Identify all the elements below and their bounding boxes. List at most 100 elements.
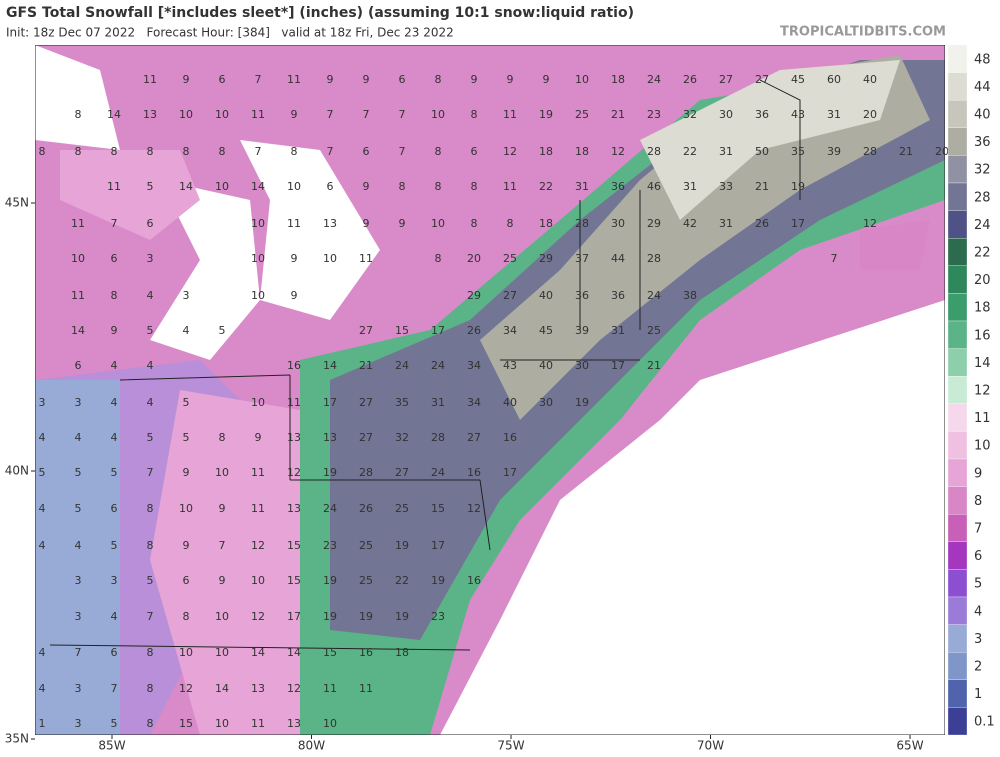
station-value: 18	[575, 145, 589, 158]
station-value: 21	[611, 108, 625, 121]
colorbar-swatch	[947, 624, 968, 653]
station-value: 28	[863, 145, 877, 158]
station-value: 15	[431, 502, 445, 515]
colorbar-swatch	[947, 72, 968, 101]
station-value: 22	[683, 145, 697, 158]
station-value: 4	[39, 431, 46, 444]
station-value: 32	[683, 108, 697, 121]
station-value: 8	[507, 217, 514, 230]
station-value: 9	[507, 73, 514, 86]
station-value: 13	[143, 108, 157, 121]
station-value: 9	[291, 252, 298, 265]
station-value: 15	[179, 717, 193, 730]
station-value: 8	[147, 502, 154, 515]
station-value: 6	[219, 73, 226, 86]
station-value: 7	[111, 682, 118, 695]
colorbar-label: 16	[974, 328, 991, 343]
colorbar-label: 9	[974, 466, 982, 481]
station-value: 8	[147, 539, 154, 552]
station-value: 28	[575, 217, 589, 230]
station-value: 6	[111, 646, 118, 659]
station-value: 9	[291, 108, 298, 121]
station-value: 11	[503, 180, 517, 193]
lat-label: 40N	[5, 464, 29, 478]
station-value: 10	[215, 108, 229, 121]
station-value: 8	[219, 145, 226, 158]
station-value: 10	[215, 610, 229, 623]
station-value: 12	[251, 539, 265, 552]
station-value: 9	[219, 574, 226, 587]
station-value: 24	[431, 359, 445, 372]
lon-label: 75W	[497, 739, 524, 753]
station-value: 28	[431, 431, 445, 444]
station-value: 30	[575, 359, 589, 372]
station-value: 6	[471, 145, 478, 158]
station-value: 11	[359, 682, 373, 695]
colorbar: 4844403632282422201816141211109876543210…	[947, 44, 995, 736]
station-value: 6	[363, 145, 370, 158]
station-value: 11	[143, 73, 157, 86]
station-value: 19	[323, 610, 337, 623]
station-value: 36	[611, 289, 625, 302]
station-value: 40	[539, 359, 553, 372]
station-value: 3	[147, 252, 154, 265]
station-value: 14	[215, 682, 229, 695]
station-value: 6	[111, 252, 118, 265]
station-value: 5	[183, 396, 190, 409]
colorbar-label: 10	[974, 439, 991, 454]
station-value: 25	[359, 574, 373, 587]
station-value: 9	[399, 217, 406, 230]
station-value: 19	[539, 108, 553, 121]
colorbar-swatch	[947, 679, 968, 708]
station-value: 15	[395, 324, 409, 337]
station-value: 9	[543, 73, 550, 86]
colorbar-label: 12	[974, 384, 991, 399]
station-value: 11	[71, 217, 85, 230]
station-value: 30	[611, 217, 625, 230]
colorbar-label: 24	[974, 218, 991, 233]
station-value: 10	[179, 108, 193, 121]
station-value: 5	[219, 324, 226, 337]
station-value: 42	[683, 217, 697, 230]
station-value: 5	[39, 466, 46, 479]
station-value: 5	[147, 180, 154, 193]
station-value: 4	[147, 289, 154, 302]
station-value: 10	[215, 646, 229, 659]
station-value: 8	[471, 108, 478, 121]
station-value: 11	[503, 108, 517, 121]
station-value: 16	[287, 359, 301, 372]
station-value: 32	[395, 431, 409, 444]
station-value: 8	[147, 646, 154, 659]
station-value: 14	[251, 180, 265, 193]
station-value: 4	[39, 502, 46, 515]
colorbar-swatch	[947, 458, 968, 487]
station-value: 6	[111, 502, 118, 515]
station-value: 40	[503, 396, 517, 409]
colorbar-label: 22	[974, 246, 991, 261]
colorbar-swatch	[947, 238, 968, 266]
station-value: 10	[179, 502, 193, 515]
station-value: 4	[75, 431, 82, 444]
station-value: 10	[215, 717, 229, 730]
station-value: 10	[251, 252, 265, 265]
station-value: 8	[435, 73, 442, 86]
station-value: 31	[431, 396, 445, 409]
station-value: 31	[719, 145, 733, 158]
station-value: 33	[719, 180, 733, 193]
station-value: 29	[647, 217, 661, 230]
colorbar-swatch	[947, 596, 968, 625]
station-value: 36	[611, 180, 625, 193]
station-value: 8	[435, 252, 442, 265]
station-value: 29	[467, 289, 481, 302]
station-value: 5	[111, 539, 118, 552]
station-value: 8	[183, 145, 190, 158]
station-value: 8	[219, 431, 226, 444]
colorbar-label: 8	[974, 494, 982, 509]
station-value: 12	[287, 466, 301, 479]
station-value: 9	[255, 431, 262, 444]
colorbar-label: 2	[974, 660, 982, 675]
station-value: 12	[503, 145, 517, 158]
station-value: 15	[287, 539, 301, 552]
station-value: 7	[399, 145, 406, 158]
lon-label: 85W	[98, 739, 125, 753]
